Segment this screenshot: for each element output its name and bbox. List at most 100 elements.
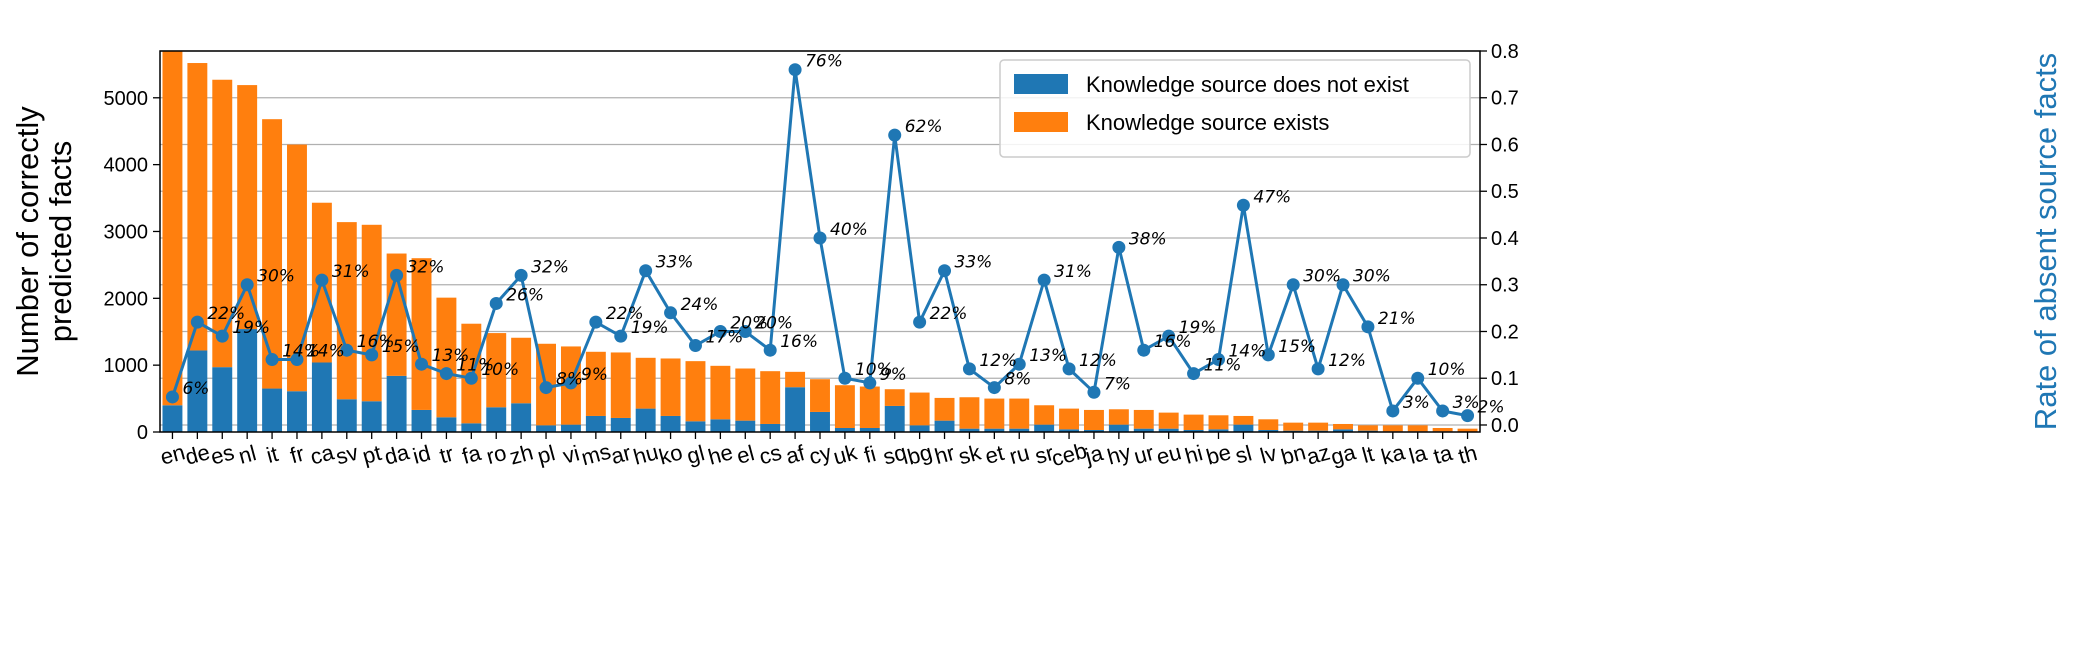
rate-label-sk: 12%	[979, 351, 1017, 371]
bar-exists-cs	[760, 371, 781, 424]
y2-tick-label: 0.3	[1491, 275, 1519, 297]
rate-label-tr: 11%	[456, 356, 494, 376]
bar-not-exist-he	[710, 419, 731, 432]
x-tick-label-he: he	[705, 439, 735, 469]
x-tick-label-pt: pt	[360, 440, 384, 469]
rate-point-hr	[938, 264, 952, 278]
rate-label-sq: 62%	[905, 117, 943, 137]
rate-label-lt: 21%	[1378, 309, 1416, 329]
y2-tick-label: 0.2	[1491, 321, 1519, 343]
rate-point-en	[165, 390, 179, 404]
rate-label-bn: 30%	[1303, 267, 1341, 287]
rate-label-ja: 7%	[1104, 374, 1131, 394]
rate-point-it	[265, 353, 279, 367]
bar-exists-sv	[336, 222, 357, 400]
bar-not-exist-pt	[361, 401, 382, 432]
bar-exists-nl	[237, 85, 258, 330]
bar-exists-fi	[859, 386, 880, 428]
bar-not-exist-es	[212, 367, 233, 432]
y-tick-label: 5000	[104, 88, 149, 110]
bar-not-exist-ceb	[1059, 429, 1080, 432]
bar-exists-bg	[909, 392, 930, 426]
rate-point-lv	[1261, 348, 1275, 362]
x-tick-label-ms: ms	[579, 439, 614, 471]
rate-label-en: 6%	[182, 379, 209, 399]
x-tick-label-nl: nl	[236, 440, 259, 469]
bar-exists-sr	[1034, 405, 1055, 425]
x-tick-label-ro: ro	[484, 440, 509, 469]
bar-exists-ja	[1084, 409, 1104, 430]
rate-point-ceb	[1062, 362, 1076, 376]
x-tick-label-da: da	[382, 439, 413, 470]
y-tick-label: 0	[137, 422, 148, 444]
bar-exists-sq	[884, 389, 905, 406]
rate-label-da: 32%	[407, 257, 445, 277]
rate-point-sr	[1037, 273, 1051, 287]
rate-label-ar: 19%	[631, 318, 669, 338]
bar-not-exist-fa	[461, 423, 482, 432]
rate-point-sq	[888, 128, 902, 142]
rate-label-uk: 10%	[855, 360, 893, 380]
rate-label-he: 20%	[730, 313, 768, 333]
bar-not-exist-uk	[834, 427, 855, 432]
bar-exists-ceb	[1059, 408, 1080, 430]
x-tick-label-ar: ar	[608, 440, 633, 469]
rate-point-cy	[813, 231, 827, 245]
bar-exists-el	[735, 368, 756, 421]
rate-label-cy: 40%	[830, 220, 868, 240]
x-tick-label-ru: ru	[1007, 440, 1032, 469]
rate-point-pl	[539, 381, 553, 395]
rate-point-nl	[240, 278, 254, 292]
x-tick-label-hr: hr	[932, 440, 957, 469]
rate-point-bg	[913, 315, 927, 329]
bar-not-exist-en	[162, 405, 183, 432]
rate-label-gl: 17%	[705, 328, 743, 348]
bar-exists-id	[411, 258, 432, 410]
x-tick-label-bn: bn	[1278, 439, 1308, 469]
rate-point-lt	[1361, 320, 1375, 334]
bar-exists-be	[1208, 415, 1229, 430]
x-tick-label-ceb: ceb	[1049, 438, 1090, 471]
rate-label-id: 13%	[432, 346, 470, 366]
rate-label-ru: 13%	[1029, 346, 1067, 366]
x-tick-label-af: af	[783, 440, 808, 469]
bar-not-exist-lv	[1258, 429, 1279, 432]
x-tick-label-cs: cs	[756, 440, 784, 470]
rate-label-ko: 24%	[681, 295, 719, 315]
x-tick-label-el: el	[734, 440, 757, 469]
x-tick-label-et: et	[982, 440, 1006, 469]
bar-exists-eu	[1158, 412, 1179, 429]
rate-point-cs	[763, 343, 777, 357]
x-tick-label-hu: hu	[631, 439, 661, 469]
legend: Knowledge source does not exist Knowledg…	[999, 59, 1471, 158]
bar-exists-ur	[1133, 409, 1154, 429]
x-tick-label-ta: ta	[1431, 440, 1456, 469]
x-tick-label-zh: zh	[507, 439, 536, 469]
x-tick-label-sv: sv	[333, 440, 361, 470]
bar-exists-af	[785, 371, 806, 388]
bar-not-exist-af	[785, 387, 806, 432]
bar-not-exist-hr	[934, 420, 955, 432]
bar-exists-ta	[1432, 427, 1453, 432]
bar-not-exist-fi	[859, 427, 880, 432]
x-tick-label-sl: sl	[1233, 440, 1255, 468]
y2-tick-label: 0.1	[1491, 368, 1519, 390]
rate-point-hi	[1187, 367, 1201, 381]
rate-label-ro: 26%	[506, 285, 544, 305]
legend-swatch-not-exist	[1014, 74, 1068, 94]
bar-exists-uk	[834, 385, 855, 428]
x-tick-label-it: it	[264, 441, 281, 468]
rate-point-hy	[1112, 240, 1126, 254]
rate-label-sl: 47%	[1253, 187, 1291, 207]
bar-not-exist-sr	[1034, 424, 1055, 432]
rate-point-ta	[1436, 404, 1450, 418]
rate-label-af: 76%	[805, 52, 843, 72]
legend-swatch-exists	[1014, 112, 1068, 132]
x-tick-label-hy: hy	[1105, 439, 1134, 469]
legend-label-not-exist: Knowledge source does not exist	[1086, 72, 1409, 97]
bar-exists-ro	[486, 333, 507, 408]
rate-point-de	[190, 315, 204, 329]
rate-point-ga	[1336, 278, 1350, 292]
rate-point-ka	[1386, 404, 1400, 418]
